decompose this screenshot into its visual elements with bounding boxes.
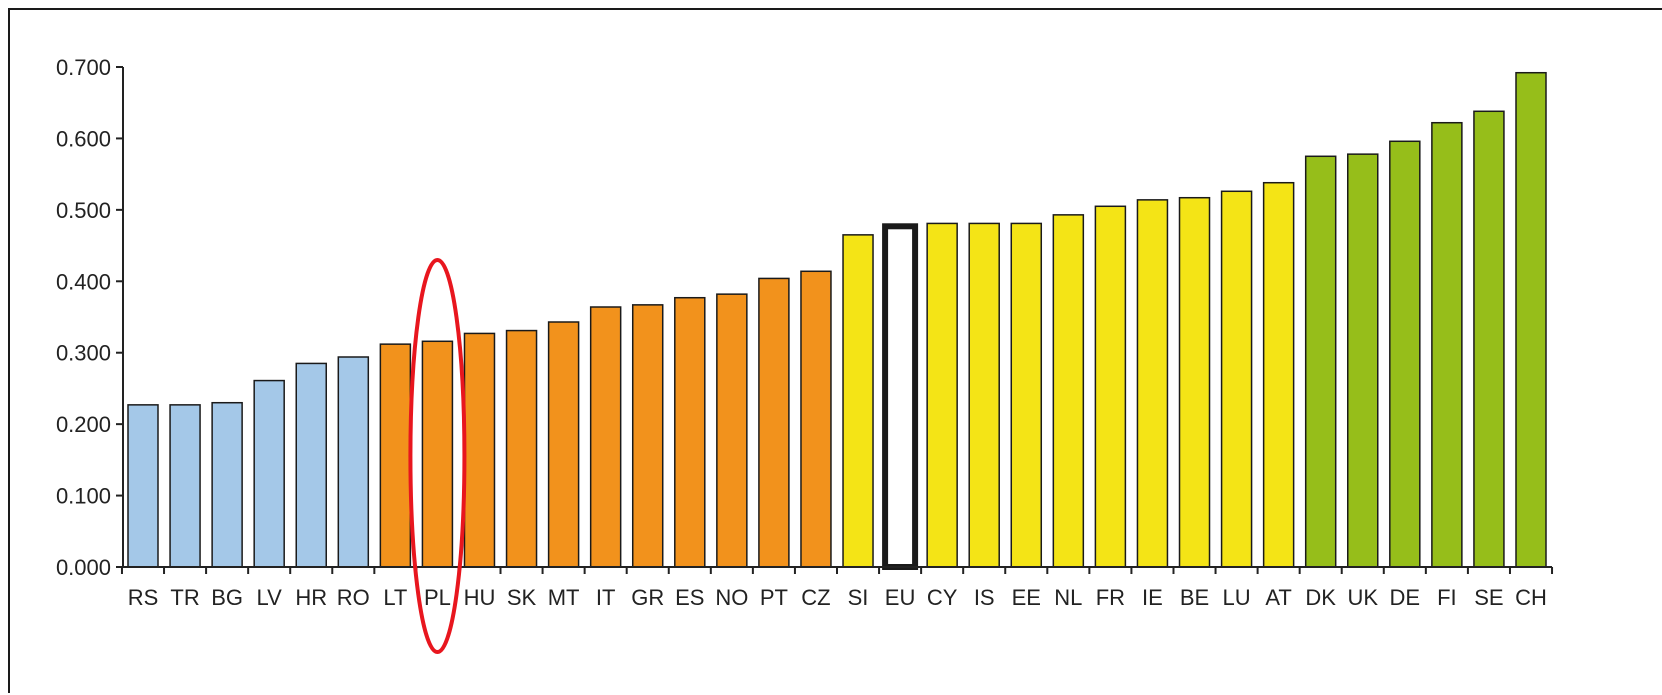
x-category-label: BE — [1180, 585, 1209, 610]
y-tick-label: 0.600 — [56, 126, 111, 151]
bar-pl — [421, 340, 454, 568]
bar-hr — [295, 362, 327, 568]
bar-bg — [211, 401, 243, 568]
x-category-label: NL — [1054, 585, 1082, 610]
x-category-label: SK — [507, 585, 537, 610]
bar-hu — [463, 332, 496, 568]
bar-it — [589, 306, 622, 568]
bar-ee — [1010, 222, 1043, 568]
chart-frame: 0.000 0.100 0.200 0.300 0.400 0.500 0.600 0.700… — [8, 8, 1662, 693]
bar-ch — [1515, 71, 1547, 568]
x-category-label: EU — [885, 585, 916, 610]
x-category-label: DE — [1390, 585, 1421, 610]
x-axis: RS TR BG LV HR RO LT PL HU SK MT IT GR ES NO PT CZ SI EU CY… — [120, 566, 1554, 610]
bar-lv — [253, 379, 285, 568]
x-category-label: SI — [848, 585, 869, 610]
x-category-label: LT — [383, 585, 407, 610]
bar-es — [674, 296, 706, 568]
bar-lt — [379, 343, 412, 568]
x-category-label: IT — [596, 585, 616, 610]
x-category-label: ES — [675, 585, 704, 610]
y-tick-label: 0.200 — [56, 412, 111, 437]
bar-no — [716, 293, 748, 568]
bar-tr — [169, 404, 201, 568]
bar-eu — [882, 223, 919, 571]
y-tick-label: 0.000 — [56, 555, 111, 580]
bar-fr — [1094, 205, 1127, 568]
x-category-label: SE — [1474, 585, 1503, 610]
x-category-label: FR — [1096, 585, 1125, 610]
x-category-label: MT — [548, 585, 580, 610]
bar-fi — [1431, 121, 1463, 568]
x-category-label: NO — [715, 585, 748, 610]
bar-cz — [800, 270, 832, 568]
x-category-label: CH — [1515, 585, 1547, 610]
y-tick-label: 0.100 — [56, 484, 111, 509]
highlight-ellipse — [408, 258, 467, 654]
bar-pt — [758, 277, 790, 568]
bar-cy — [926, 222, 958, 568]
x-category-label: PL — [424, 585, 451, 610]
x-category-label: BG — [211, 585, 243, 610]
x-category-label: LU — [1223, 585, 1251, 610]
y-tick-label: 0.700 — [56, 55, 111, 80]
x-category-label: IS — [974, 585, 995, 610]
y-tick-label: 0.300 — [56, 341, 111, 366]
x-category-label: TR — [170, 585, 199, 610]
x-category-label: FI — [1437, 585, 1457, 610]
bar-ro — [337, 356, 370, 568]
x-category-label: HR — [295, 585, 327, 610]
x-category-label: IE — [1142, 585, 1163, 610]
bar-dk — [1304, 155, 1337, 568]
y-tick-label: 0.400 — [56, 269, 111, 294]
bar-lu — [1220, 190, 1253, 568]
x-category-label: GR — [631, 585, 664, 610]
x-category-label: RS — [128, 585, 159, 610]
bar-uk — [1347, 153, 1379, 568]
annotations — [408, 258, 467, 654]
bar-de — [1389, 140, 1421, 568]
x-category-label: EE — [1012, 585, 1041, 610]
bars — [127, 71, 1547, 571]
bar-at — [1262, 181, 1295, 568]
x-category-label: CY — [927, 585, 958, 610]
bar-gr — [631, 304, 664, 568]
x-category-label: CZ — [801, 585, 830, 610]
y-tick-label: 0.500 — [56, 198, 111, 223]
x-category-label: HU — [464, 585, 496, 610]
x-category-label: DK — [1305, 585, 1336, 610]
bar-is — [968, 222, 1000, 568]
x-category-label: RO — [337, 585, 370, 610]
bar-rs — [127, 404, 159, 568]
x-category-label: PT — [760, 585, 788, 610]
bar-si — [842, 234, 874, 568]
bar-be — [1178, 196, 1211, 568]
x-category-label: UK — [1347, 585, 1378, 610]
x-category-label: LV — [257, 585, 283, 610]
x-category-label: AT — [1265, 585, 1291, 610]
bar-mt — [547, 321, 580, 568]
y-axis: 0.000 0.100 0.200 0.300 0.400 0.500 0.600 0.700 — [56, 55, 124, 580]
bar-se — [1473, 110, 1505, 568]
bar-chart: 0.000 0.100 0.200 0.300 0.400 0.500 0.600 0.700… — [56, 55, 1554, 654]
bar-ie — [1136, 199, 1169, 568]
bar-sk — [505, 329, 538, 568]
bar-nl — [1052, 214, 1085, 568]
